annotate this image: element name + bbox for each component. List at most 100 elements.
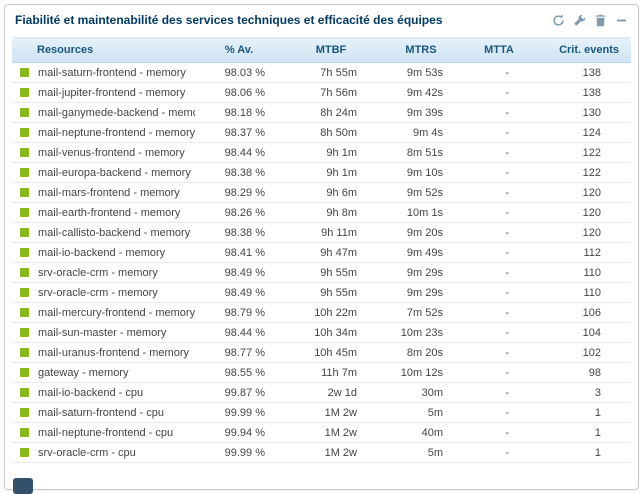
mtrs-cell: 9m 29s xyxy=(379,262,463,283)
mtta-cell: - xyxy=(463,362,535,383)
mtta-cell: - xyxy=(463,202,535,223)
column-header-crit-events[interactable]: Crit. events xyxy=(535,37,631,63)
mtta-cell: - xyxy=(463,422,535,443)
mtrs-cell: 10m 12s xyxy=(379,362,463,383)
resource-cell: srv-oracle-crm - memory xyxy=(12,282,195,303)
mtrs-cell: 7m 52s xyxy=(379,302,463,323)
mtbf-cell: 11h 7m xyxy=(283,362,379,383)
mtbf-cell: 2w 1d xyxy=(283,382,379,403)
widget-header: Fiabilité et maintenabilité des services… xyxy=(5,5,638,35)
mtrs-cell: 9m 4s xyxy=(379,122,463,143)
table-row[interactable]: mail-jupiter-frontend - memory 98.06 % 7… xyxy=(12,82,631,103)
column-header-availability[interactable]: % Av. xyxy=(195,37,283,63)
resource-cell: gateway - memory xyxy=(12,362,195,383)
crit-events-cell: 120 xyxy=(535,182,631,203)
mtta-cell: - xyxy=(463,322,535,343)
resource-cell: mail-sun-master - memory xyxy=(12,322,195,343)
availability-cell: 98.55 % xyxy=(195,362,283,383)
resource-name: mail-europa-backend - memory xyxy=(38,166,191,179)
resource-cell: mail-callisto-backend - memory xyxy=(12,222,195,243)
table-row[interactable]: srv-oracle-crm - cpu 99.99 % 1M 2w 5m - … xyxy=(12,442,631,463)
resource-name: gateway - memory xyxy=(38,366,129,379)
table-row[interactable]: mail-saturn-frontend - cpu 99.99 % 1M 2w… xyxy=(12,402,631,423)
availability-cell: 98.38 % xyxy=(195,222,283,243)
column-header-mtrs[interactable]: MTRS xyxy=(379,37,463,63)
resource-name: mail-io-backend - memory xyxy=(38,246,166,259)
wrench-icon[interactable] xyxy=(572,13,586,27)
status-ok-icon xyxy=(20,227,29,237)
table-row[interactable]: mail-earth-frontend - memory 98.26 % 9h … xyxy=(12,202,631,223)
mtta-cell: - xyxy=(463,402,535,423)
resource-cell: mail-europa-backend - memory xyxy=(12,162,195,183)
mtbf-cell: 1M 2w xyxy=(283,442,379,463)
status-ok-icon xyxy=(20,407,29,417)
table-row[interactable]: mail-saturn-frontend - memory 98.03 % 7h… xyxy=(12,62,631,83)
table-row[interactable]: mail-io-backend - memory 98.41 % 9h 47m … xyxy=(12,242,631,263)
crit-events-cell: 130 xyxy=(535,102,631,123)
status-ok-icon xyxy=(20,87,29,97)
refresh-icon[interactable] xyxy=(551,13,565,27)
column-header-mtbf[interactable]: MTBF xyxy=(283,37,379,63)
resource-cell: mail-saturn-frontend - cpu xyxy=(12,402,195,423)
table-row[interactable]: mail-callisto-backend - memory 98.38 % 9… xyxy=(12,222,631,243)
mtrs-cell: 9m 20s xyxy=(379,222,463,243)
table-row[interactable]: mail-sun-master - memory 98.44 % 10h 34m… xyxy=(12,322,631,343)
availability-cell: 99.99 % xyxy=(195,402,283,423)
resource-name: mail-saturn-frontend - cpu xyxy=(38,406,164,419)
availability-cell: 98.29 % xyxy=(195,182,283,203)
resource-name: mail-callisto-backend - memory xyxy=(38,226,191,239)
table-row[interactable]: mail-mercury-frontend - memory 98.79 % 1… xyxy=(12,302,631,323)
mtbf-cell: 10h 45m xyxy=(283,342,379,363)
crit-events-cell: 112 xyxy=(535,242,631,263)
resource-name: mail-earth-frontend - memory xyxy=(38,206,181,219)
mtrs-cell: 30m xyxy=(379,382,463,403)
crit-events-cell: 138 xyxy=(535,82,631,103)
mtbf-cell: 7h 56m xyxy=(283,82,379,103)
mtbf-cell: 10h 34m xyxy=(283,322,379,343)
partial-widget-corner xyxy=(13,478,33,494)
table-row[interactable]: mail-venus-frontend - memory 98.44 % 9h … xyxy=(12,142,631,163)
crit-events-cell: 120 xyxy=(535,222,631,243)
availability-cell: 98.44 % xyxy=(195,142,283,163)
resource-name: srv-oracle-crm - memory xyxy=(38,286,158,299)
table-row[interactable]: gateway - memory 98.55 % 11h 7m 10m 12s … xyxy=(12,362,631,383)
mtrs-cell: 40m xyxy=(379,422,463,443)
table-row[interactable]: mail-io-backend - cpu 99.87 % 2w 1d 30m … xyxy=(12,382,631,403)
column-header-resources[interactable]: Resources xyxy=(12,37,195,63)
mtta-cell: - xyxy=(463,442,535,463)
mtta-cell: - xyxy=(463,302,535,323)
mtrs-cell: 8m 51s xyxy=(379,142,463,163)
table-row[interactable]: mail-neptune-frontend - memory 98.37 % 8… xyxy=(12,122,631,143)
resource-name: mail-sun-master - memory xyxy=(38,326,167,339)
resource-cell: mail-jupiter-frontend - memory xyxy=(12,82,195,103)
mtta-cell: - xyxy=(463,102,535,123)
status-ok-icon xyxy=(20,107,29,117)
status-ok-icon xyxy=(20,67,29,77)
crit-events-cell: 124 xyxy=(535,122,631,143)
mtbf-cell: 7h 55m xyxy=(283,62,379,83)
table-row[interactable]: mail-neptune-frontend - cpu 99.94 % 1M 2… xyxy=(12,422,631,443)
resource-cell: mail-venus-frontend - memory xyxy=(12,142,195,163)
mtrs-cell: 8m 20s xyxy=(379,342,463,363)
resource-cell: srv-oracle-crm - cpu xyxy=(12,442,195,463)
mtrs-cell: 5m xyxy=(379,442,463,463)
status-ok-icon xyxy=(20,247,29,257)
table-row[interactable]: mail-europa-backend - memory 98.38 % 9h … xyxy=(12,162,631,183)
table-row[interactable]: srv-oracle-crm - memory 98.49 % 9h 55m 9… xyxy=(12,262,631,283)
resource-name: mail-neptune-frontend - memory xyxy=(38,126,195,139)
mtrs-cell: 5m xyxy=(379,402,463,423)
table-row[interactable]: mail-ganymede-backend - memory 98.18 % 8… xyxy=(12,102,631,123)
collapse-icon[interactable] xyxy=(614,13,628,27)
mtbf-cell: 9h 11m xyxy=(283,222,379,243)
table-row[interactable]: srv-oracle-crm - memory 98.49 % 9h 55m 9… xyxy=(12,282,631,303)
table-row[interactable]: mail-mars-frontend - memory 98.29 % 9h 6… xyxy=(12,182,631,203)
crit-events-cell: 3 xyxy=(535,382,631,403)
resource-name: mail-venus-frontend - memory xyxy=(38,146,185,159)
availability-cell: 98.37 % xyxy=(195,122,283,143)
column-header-mtta[interactable]: MTTA xyxy=(463,37,535,63)
trash-icon[interactable] xyxy=(593,13,607,27)
table-row[interactable]: mail-uranus-frontend - memory 98.77 % 10… xyxy=(12,342,631,363)
status-ok-icon xyxy=(20,347,29,357)
mtrs-cell: 10m 23s xyxy=(379,322,463,343)
resource-cell: mail-io-backend - memory xyxy=(12,242,195,263)
